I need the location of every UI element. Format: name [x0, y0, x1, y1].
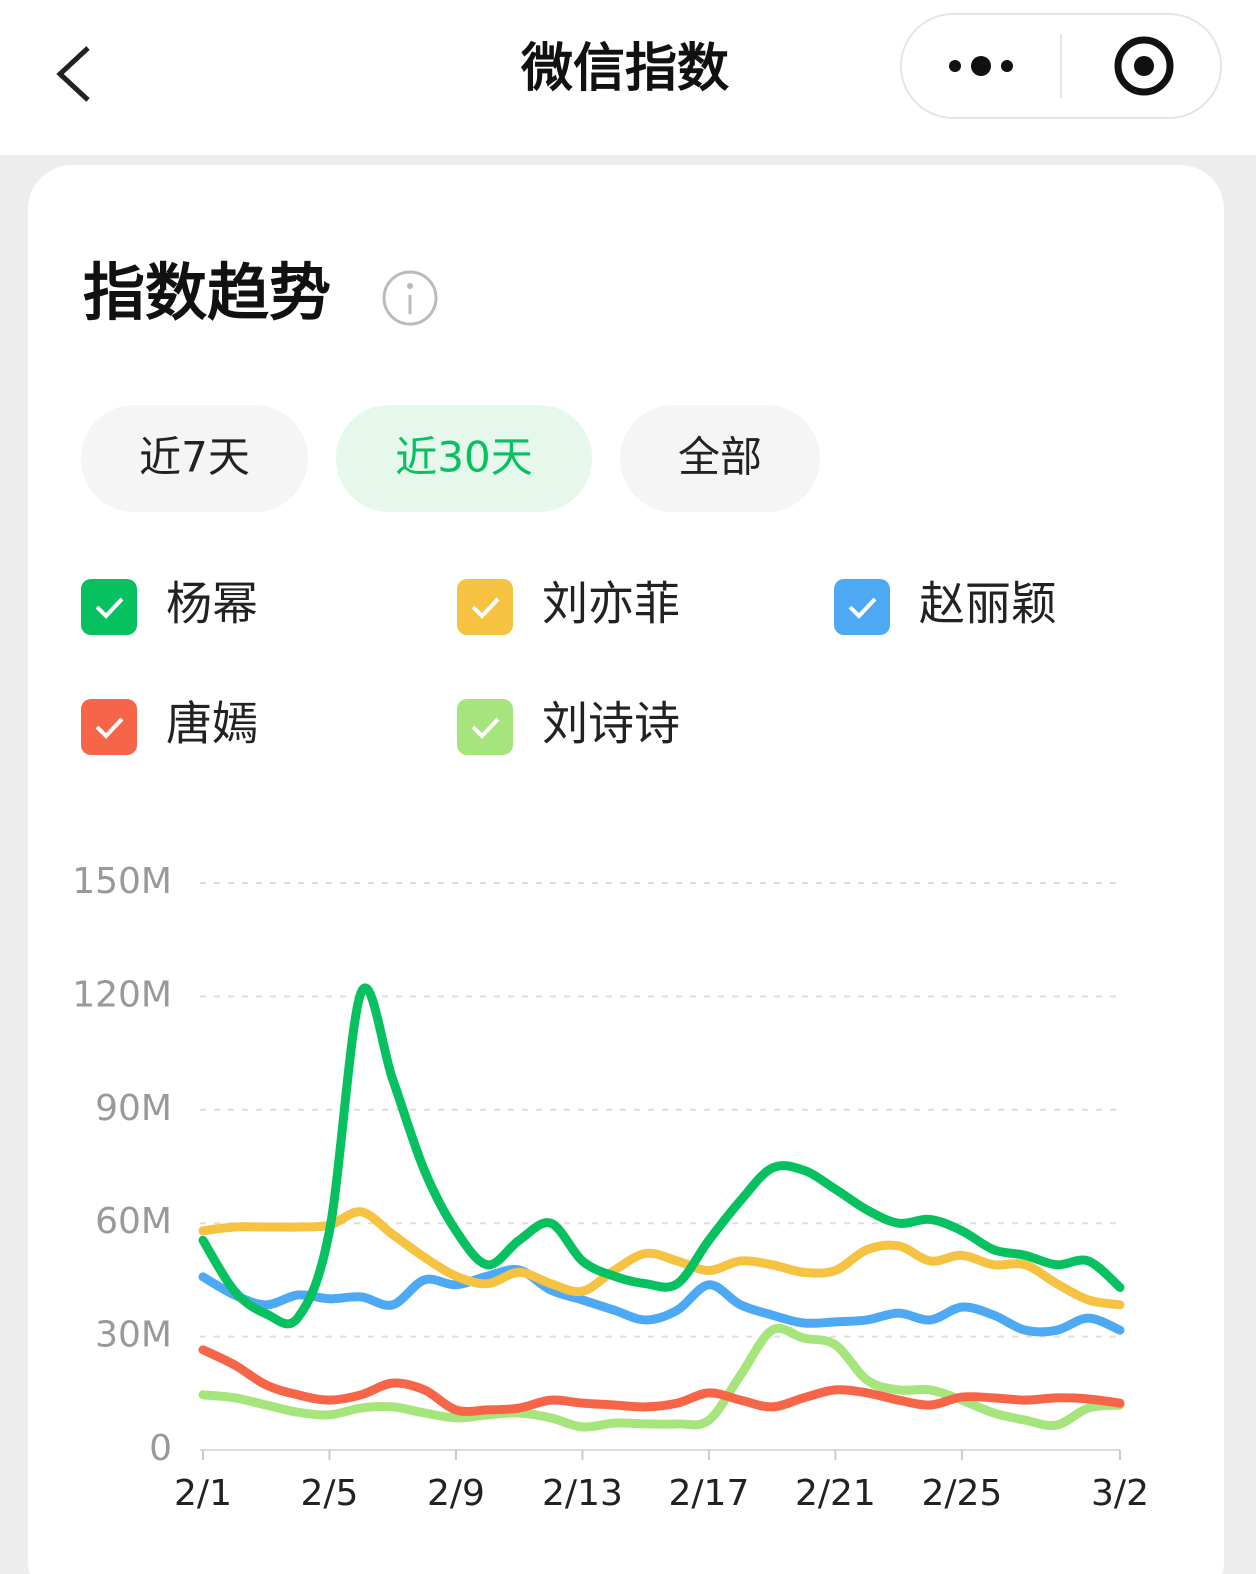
legend-label: 唐嫣 [166, 697, 258, 751]
page-title: 微信指数 [520, 39, 729, 99]
y-tick-label: 60M [95, 1201, 172, 1242]
info-icon[interactable] [382, 270, 438, 326]
y-tick-label: 90M [95, 1088, 172, 1129]
legend-check [471, 717, 500, 739]
y-tick-label: 30M [95, 1315, 172, 1356]
x-tick-label: 2/13 [542, 1473, 623, 1514]
legend-checkbox[interactable] [81, 579, 137, 635]
tab-label: 全部 [678, 433, 762, 482]
tab[interactable] [620, 405, 820, 512]
card [28, 165, 1224, 1574]
x-tick-label: 2/9 [427, 1473, 485, 1514]
legend-check [95, 597, 124, 619]
back-button[interactable] [56, 46, 90, 102]
x-tick-label: 2/21 [795, 1473, 876, 1514]
series-line [198, 983, 1125, 1329]
legend-label: 赵丽颖 [919, 577, 1057, 631]
legend-label: 杨幂 [166, 577, 258, 631]
legend-checkbox[interactable] [81, 699, 137, 755]
series-line [198, 1345, 1125, 1416]
legend-label: 刘诗诗 [542, 697, 680, 751]
x-tick-label: 2/1 [174, 1473, 232, 1514]
legend-check [95, 717, 124, 739]
tab-label: 近30天 [395, 433, 532, 482]
x-tick-label: 2/5 [301, 1473, 359, 1514]
y-tick-label: 120M [72, 974, 172, 1015]
x-tick-label: 2/17 [669, 1473, 750, 1514]
legend-checkbox[interactable] [457, 699, 513, 755]
tab-label: 近7天 [139, 433, 250, 482]
tab[interactable] [81, 405, 308, 512]
y-tick-label: 0 [149, 1428, 172, 1469]
close-button[interactable] [1114, 36, 1174, 96]
legend-label: 刘亦菲 [542, 577, 680, 631]
tab[interactable] [336, 405, 592, 512]
x-tick-label: 2/25 [921, 1473, 1002, 1514]
legend-checkbox[interactable] [457, 579, 513, 635]
more-button[interactable] [949, 56, 1013, 76]
legend-check [848, 597, 877, 619]
series-line [198, 1207, 1125, 1310]
series-line [198, 1265, 1125, 1337]
x-tick-label: 3/2 [1091, 1473, 1149, 1514]
card-title: 指数趋势 [83, 256, 331, 329]
y-tick-label: 150M [72, 861, 172, 902]
legend-checkbox[interactable] [834, 579, 890, 635]
legend-check [471, 597, 500, 619]
